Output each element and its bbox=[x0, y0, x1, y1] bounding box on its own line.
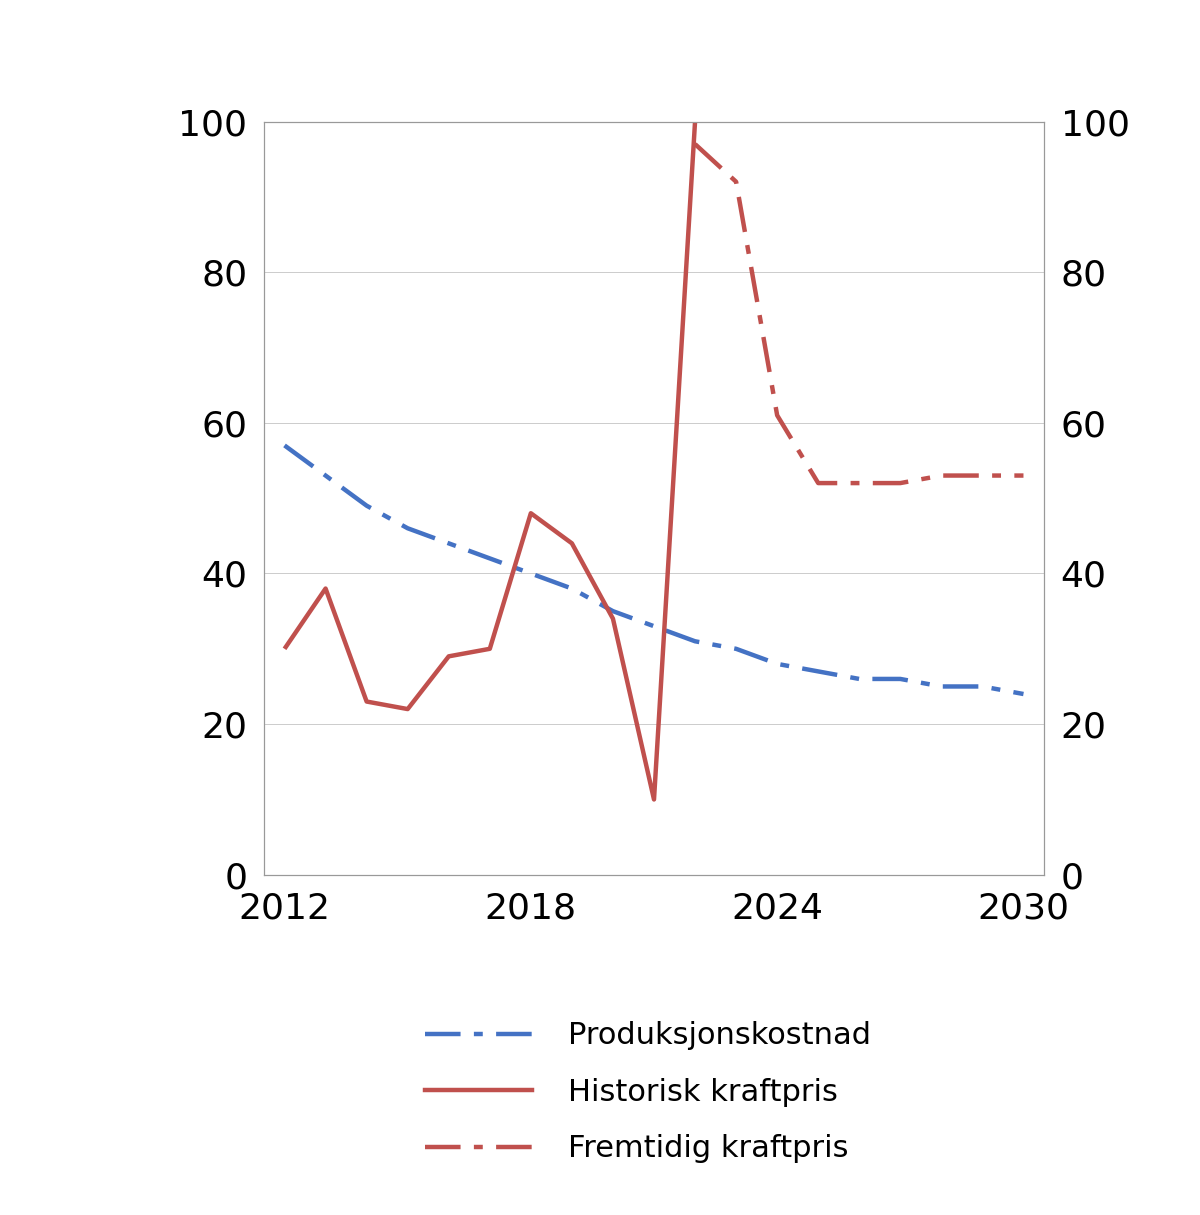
Legend: Produksjonskostnad, Historisk kraftpris, Fremtidig kraftpris: Produksjonskostnad, Historisk kraftpris,… bbox=[425, 1022, 871, 1163]
